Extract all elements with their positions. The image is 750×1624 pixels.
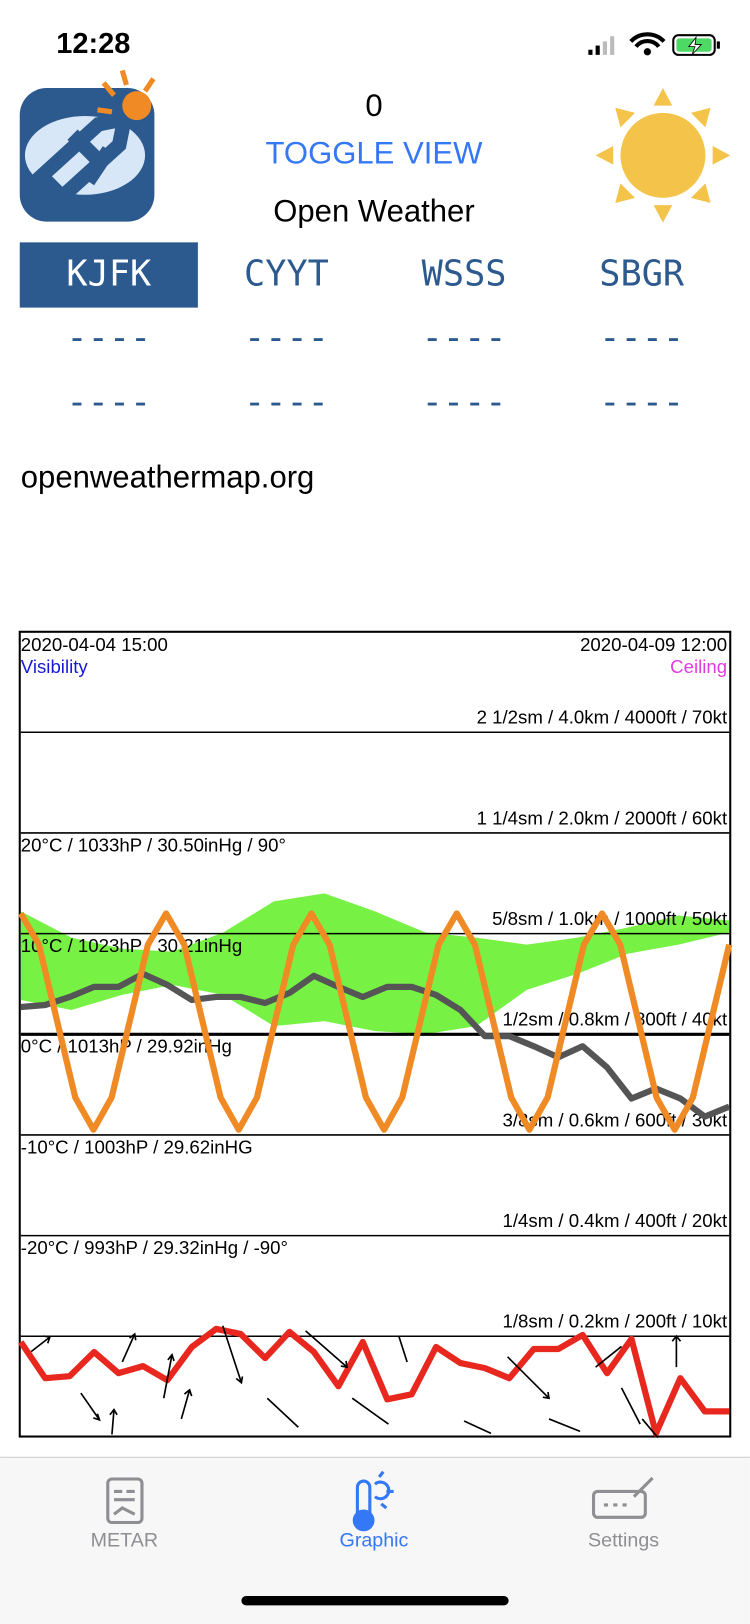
ceiling-label: 5/8sm / 1.0km / 1000ft / 50kt — [492, 908, 728, 929]
source-label: openweathermap.org — [21, 460, 315, 495]
tab-label[interactable]: Settings — [588, 1529, 659, 1551]
home-indicator — [241, 1596, 509, 1606]
temperature-label: 10°C / 1023hP / 30.21inHg — [21, 935, 242, 956]
temperature-label: -20°C / 993hP / 29.32inHg / -90° — [21, 1237, 288, 1258]
temperature-label: -10°C / 1003hP / 29.62inHG — [21, 1136, 253, 1157]
series-line — [18, 910, 733, 1133]
temperature-label: 20°C / 1033hP / 30.50inHg / 90° — [21, 834, 286, 855]
station-line: ---- — [599, 318, 684, 359]
counter: 0 — [365, 88, 382, 123]
series-line — [18, 1325, 730, 1437]
ceiling-label: 1/8sm / 0.2km / 200ft / 10kt — [503, 1311, 728, 1332]
status-time: 12:28 — [56, 28, 130, 60]
tab-label[interactable]: METAR — [91, 1529, 158, 1551]
weather-icon — [595, 88, 731, 223]
ceiling-label: 1/4sm / 0.4km / 400ft / 20kt — [503, 1210, 728, 1231]
station-line: ---- — [244, 382, 329, 423]
legend-visibility: Visibility — [21, 656, 89, 677]
status-icons — [588, 32, 720, 56]
station-line: ---- — [66, 318, 151, 359]
station-line: ---- — [66, 382, 151, 423]
station-line: ---- — [244, 318, 329, 359]
ceiling-label: 2 1/2sm / 4.0km / 4000ft / 70kt — [477, 707, 728, 728]
station-selected-bg — [19, 242, 198, 308]
legend-ceiling: Ceiling — [670, 656, 727, 677]
graph-end: 2020-04-09 12:00 — [580, 634, 727, 655]
station-tab[interactable]: WSSS — [422, 254, 507, 295]
app-logo — [19, 69, 156, 222]
graph-start: 2020-04-04 15:00 — [21, 634, 168, 655]
graphic-icon — [352, 1470, 394, 1532]
station-line: ---- — [422, 318, 507, 359]
settings-icon — [591, 1476, 654, 1519]
wind-arrows — [30, 1325, 682, 1439]
toggle-view-button[interactable]: TOGGLE VIEW — [266, 136, 484, 171]
station-line: ---- — [422, 382, 507, 423]
tab-label[interactable]: Graphic — [340, 1529, 409, 1551]
metar-icon — [106, 1477, 144, 1525]
temperature-band — [20, 893, 730, 1035]
station-tab[interactable]: KJFK — [66, 254, 152, 295]
station-tab[interactable]: SBGR — [599, 254, 685, 295]
station-line: ---- — [599, 382, 684, 423]
ceiling-label: 1 1/4sm / 2.0km / 2000ft / 60kt — [477, 807, 728, 828]
ceiling-label: 1/2sm / 0.8km / 800ft / 40kt — [503, 1009, 728, 1030]
station-tab[interactable]: CYYT — [244, 254, 329, 295]
header-title: Open Weather — [273, 194, 474, 229]
